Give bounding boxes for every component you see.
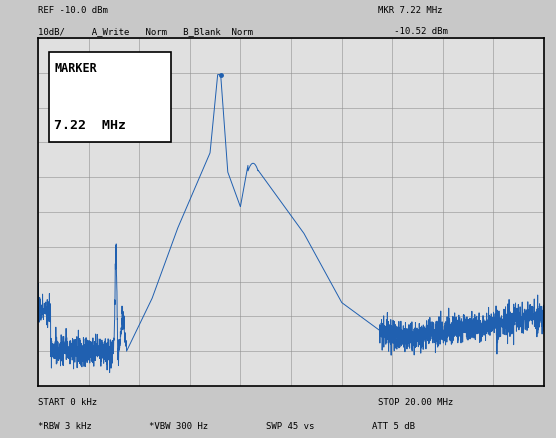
Text: -10.52 dBm: -10.52 dBm [378,27,448,35]
Text: *VBW 300 Hz: *VBW 300 Hz [149,422,208,431]
Text: STOP 20.00 MHz: STOP 20.00 MHz [378,398,453,407]
Text: SWP 45 vs: SWP 45 vs [266,422,314,431]
Text: 7.22  MHz: 7.22 MHz [54,119,126,132]
Text: REF -10.0 dBm: REF -10.0 dBm [38,6,108,15]
Text: START 0 kHz: START 0 kHz [38,398,97,407]
Text: MKR 7.22 MHz: MKR 7.22 MHz [378,6,443,15]
Text: 10dB/     A_Write   Norm   B_Blank  Norm: 10dB/ A_Write Norm B_Blank Norm [38,27,253,35]
FancyBboxPatch shape [49,52,171,142]
Text: MARKER: MARKER [54,62,97,75]
Text: *RBW 3 kHz: *RBW 3 kHz [38,422,92,431]
Text: ATT 5 dB: ATT 5 dB [371,422,415,431]
